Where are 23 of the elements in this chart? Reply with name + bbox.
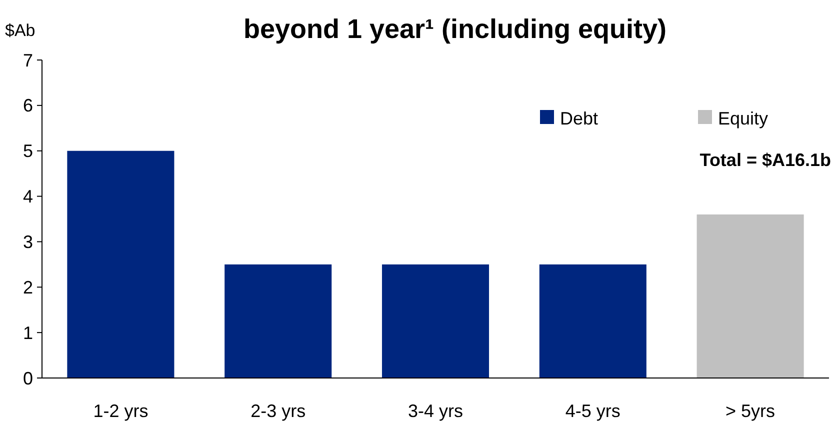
y-tick-label: 0 (22, 368, 33, 388)
bar (224, 264, 332, 378)
x-tick-label: 2-3 yrs (250, 401, 306, 421)
bar (696, 214, 804, 378)
y-tick-label: 4 (22, 186, 33, 207)
y-tick-label: 1 (22, 322, 33, 343)
chart-title: beyond 1 year¹ (including equity) (243, 14, 667, 44)
y-axis-title: $Ab (5, 21, 36, 40)
y-tick-label: 7 (22, 50, 33, 70)
x-tick-label: 1-2 yrs (93, 401, 148, 421)
y-tick-label: 5 (22, 141, 33, 162)
y-tick-label: 3 (22, 232, 33, 252)
legend-label: Equity (718, 108, 768, 128)
bar (67, 150, 174, 378)
bar (539, 264, 646, 378)
legend-label: Debt (560, 108, 598, 128)
annotation: Total = $A16.1b (700, 150, 831, 170)
bar (382, 264, 490, 378)
x-tick-label: 4-5 yrs (565, 401, 620, 421)
x-tick-label: > 5yrs (726, 401, 776, 421)
x-tick-label: 3-4 yrs (408, 401, 464, 421)
y-tick-label: 6 (22, 96, 33, 116)
y-tick-label: 2 (22, 277, 33, 298)
